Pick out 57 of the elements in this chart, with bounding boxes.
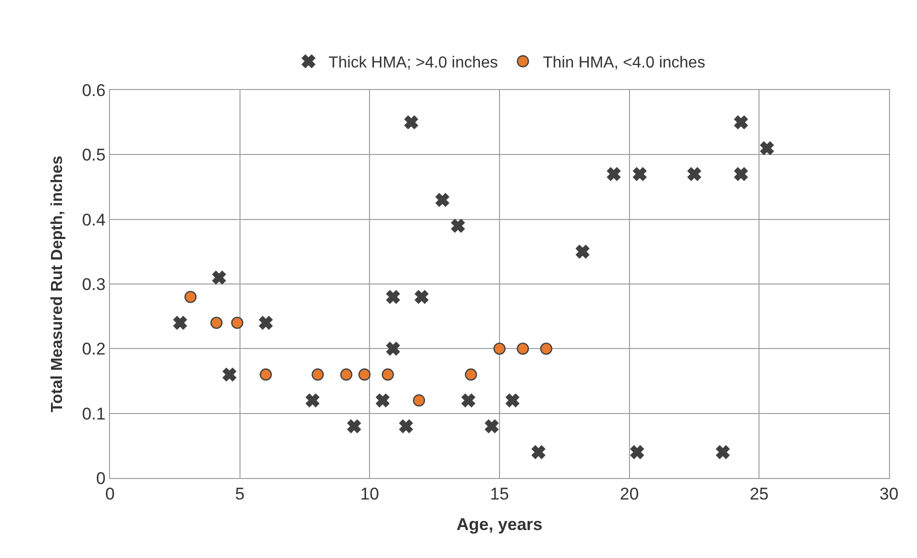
y-tick-label: 0.6 xyxy=(82,80,106,100)
point xyxy=(760,141,774,156)
x-tick-label: 25 xyxy=(750,484,769,504)
point xyxy=(464,368,478,381)
point xyxy=(630,445,644,459)
point xyxy=(484,419,499,434)
point xyxy=(493,342,506,355)
point xyxy=(532,445,546,459)
point xyxy=(184,290,197,304)
point xyxy=(173,316,187,330)
point xyxy=(687,167,702,181)
point xyxy=(540,342,552,355)
y-axis-title: Total Measured Rut Depth, inches xyxy=(48,156,66,412)
point xyxy=(576,244,590,258)
point xyxy=(404,116,418,130)
point xyxy=(212,270,226,284)
x-tick-label: 5 xyxy=(235,484,245,504)
x-axis-title: Age, years xyxy=(456,514,542,534)
point xyxy=(386,290,400,304)
point xyxy=(451,218,465,233)
legend-label: Thin HMA, <4.0 inches xyxy=(542,54,706,72)
point xyxy=(382,368,394,381)
point xyxy=(260,368,272,381)
y-tick-label: 0.4 xyxy=(82,210,106,230)
y-tick-label: 0.5 xyxy=(82,146,106,165)
point xyxy=(716,445,730,459)
y-tick-label: 0 xyxy=(96,468,106,488)
x-tick-label: 20 xyxy=(620,484,639,504)
x-tick-label: 15 xyxy=(490,484,509,504)
point xyxy=(399,419,413,434)
point xyxy=(347,419,361,434)
point xyxy=(412,394,426,406)
point xyxy=(734,116,748,130)
point xyxy=(386,342,400,356)
point xyxy=(734,167,748,181)
point xyxy=(506,394,520,408)
point xyxy=(312,368,324,381)
point xyxy=(222,368,236,382)
point xyxy=(516,342,529,355)
y-tick-label: 0.3 xyxy=(82,274,106,294)
point xyxy=(231,316,244,329)
point xyxy=(632,167,647,181)
y-tick-label: 0.2 xyxy=(82,340,106,359)
point xyxy=(462,394,476,408)
point xyxy=(414,290,428,304)
point xyxy=(306,394,320,408)
point xyxy=(436,193,450,207)
point xyxy=(606,167,621,181)
y-tick-label: 0.1 xyxy=(82,404,106,424)
point xyxy=(258,316,273,330)
x-tick-label: 10 xyxy=(360,484,380,504)
point xyxy=(210,316,223,329)
point xyxy=(340,368,352,381)
legend-label: Thick HMA; >4.0 inches xyxy=(328,54,498,72)
point xyxy=(358,368,371,381)
point xyxy=(376,394,390,408)
x-tick-label: 30 xyxy=(880,484,898,504)
